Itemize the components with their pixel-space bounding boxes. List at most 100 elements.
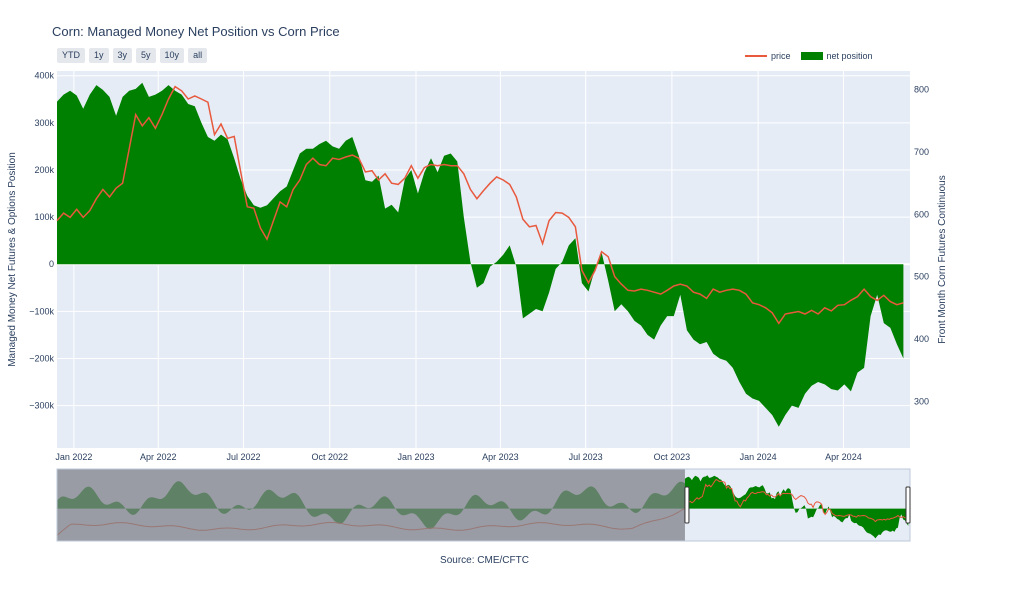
price-point[interactable] — [823, 306, 827, 310]
net-position-point[interactable] — [436, 170, 440, 174]
net-position-point[interactable] — [350, 135, 354, 139]
price-point[interactable] — [554, 210, 558, 214]
net-position-point[interactable] — [770, 413, 774, 417]
price-point[interactable] — [534, 224, 538, 228]
price-point[interactable] — [580, 268, 584, 272]
price-point[interactable] — [691, 290, 695, 294]
net-position-point[interactable] — [75, 94, 79, 98]
net-position-point[interactable] — [514, 265, 518, 269]
net-position-point[interactable] — [698, 342, 702, 346]
net-position-point[interactable] — [586, 290, 590, 294]
price-point[interactable] — [849, 298, 853, 302]
price-point[interactable] — [442, 162, 446, 166]
net-position-point[interactable] — [685, 328, 689, 332]
price-point[interactable] — [737, 288, 741, 292]
net-position-point[interactable] — [285, 184, 289, 188]
price-point[interactable] — [422, 166, 426, 170]
price-point[interactable] — [436, 164, 440, 168]
price-point[interactable] — [803, 312, 807, 316]
net-position-point[interactable] — [521, 316, 525, 320]
net-position-point[interactable] — [751, 397, 755, 401]
price-point[interactable] — [462, 172, 466, 176]
price-point[interactable] — [705, 296, 709, 300]
net-position-point[interactable] — [875, 293, 879, 297]
net-position-point[interactable] — [383, 207, 387, 211]
price-point[interactable] — [790, 311, 794, 315]
net-position-point[interactable] — [527, 312, 531, 316]
net-position-point[interactable] — [810, 384, 814, 388]
price-point[interactable] — [619, 282, 623, 286]
price-point[interactable] — [882, 293, 886, 297]
price-point[interactable] — [757, 303, 761, 307]
price-point[interactable] — [901, 301, 905, 305]
net-position-point[interactable] — [744, 392, 748, 396]
net-position-point[interactable] — [731, 366, 735, 370]
price-point[interactable] — [160, 113, 164, 117]
price-point[interactable] — [744, 292, 748, 296]
net-position-point[interactable] — [632, 319, 636, 323]
net-position-point[interactable] — [816, 380, 820, 384]
price-point[interactable] — [573, 225, 577, 229]
price-point[interactable] — [304, 162, 308, 166]
price-point[interactable] — [147, 116, 151, 120]
price-point[interactable] — [199, 97, 203, 101]
price-point[interactable] — [55, 219, 59, 223]
net-position-point[interactable] — [324, 139, 328, 143]
price-point[interactable] — [711, 287, 715, 291]
net-position-point[interactable] — [501, 253, 505, 257]
range-button-10y[interactable]: 10y — [159, 48, 185, 63]
net-position-point[interactable] — [370, 180, 374, 184]
net-position-point[interactable] — [462, 215, 466, 219]
price-point[interactable] — [652, 290, 656, 294]
price-point[interactable] — [121, 181, 125, 185]
price-point[interactable] — [324, 164, 328, 168]
range-button-5y[interactable]: 5y — [136, 48, 156, 63]
price-point[interactable] — [396, 182, 400, 186]
net-position-point[interactable] — [554, 267, 558, 271]
net-position-point[interactable] — [895, 342, 899, 346]
net-position-point[interactable] — [304, 147, 308, 151]
net-position-point[interactable] — [186, 102, 190, 106]
price-point[interactable] — [888, 300, 892, 304]
price-point[interactable] — [390, 181, 394, 185]
net-position-point[interactable] — [475, 286, 479, 290]
price-point[interactable] — [285, 205, 289, 209]
price-point[interactable] — [265, 237, 269, 241]
net-position-point[interactable] — [272, 196, 276, 200]
price-point[interactable] — [226, 136, 230, 140]
price-point[interactable] — [167, 97, 171, 101]
price-line[interactable] — [56, 85, 904, 325]
net-position-point[interactable] — [206, 135, 210, 139]
price-point[interactable] — [829, 309, 833, 313]
net-position-point[interactable] — [482, 281, 486, 285]
net-position-point[interactable] — [153, 93, 157, 97]
price-point[interactable] — [298, 178, 302, 182]
price-point[interactable] — [377, 178, 381, 182]
price-point[interactable] — [895, 303, 899, 307]
price-point[interactable] — [134, 113, 138, 117]
net-position-point[interactable] — [790, 404, 794, 408]
range-button-all[interactable]: all — [188, 48, 208, 63]
price-point[interactable] — [659, 292, 663, 296]
price-point[interactable] — [508, 182, 512, 186]
price-point[interactable] — [81, 215, 85, 219]
price-point[interactable] — [409, 164, 413, 168]
net-position-point[interactable] — [842, 382, 846, 386]
price-point[interactable] — [153, 126, 157, 130]
net-position-point[interactable] — [160, 89, 164, 93]
price-point[interactable] — [698, 292, 702, 296]
price-point[interactable] — [468, 187, 472, 191]
price-point[interactable] — [107, 195, 111, 199]
price-point[interactable] — [212, 133, 216, 137]
net-position-point[interactable] — [691, 338, 695, 342]
price-point[interactable] — [816, 312, 820, 316]
price-point[interactable] — [751, 301, 755, 305]
net-position-point[interactable] — [140, 81, 144, 85]
price-point[interactable] — [836, 303, 840, 307]
net-position-point[interactable] — [88, 93, 92, 97]
net-position-point[interactable] — [783, 413, 787, 417]
net-position-point[interactable] — [777, 425, 781, 429]
price-point[interactable] — [193, 94, 197, 98]
price-point[interactable] — [626, 288, 630, 292]
price-point[interactable] — [344, 155, 348, 159]
